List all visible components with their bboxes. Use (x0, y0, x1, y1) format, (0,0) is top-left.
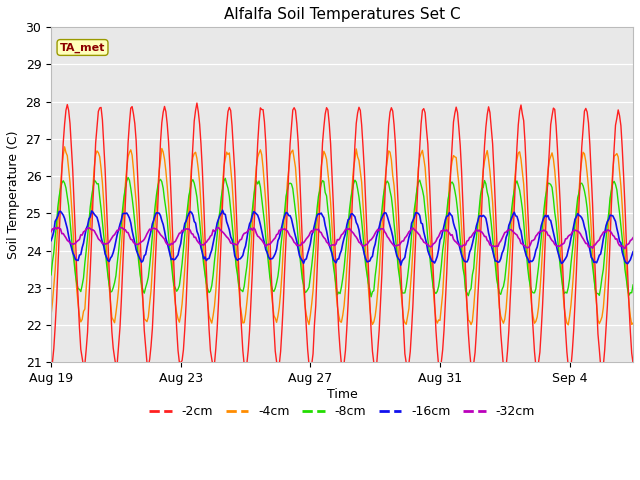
Legend: -2cm, -4cm, -8cm, -16cm, -32cm: -2cm, -4cm, -8cm, -16cm, -32cm (144, 400, 540, 423)
Title: Alfalfa Soil Temperatures Set C: Alfalfa Soil Temperatures Set C (224, 7, 460, 22)
Text: TA_met: TA_met (60, 42, 105, 53)
Y-axis label: Soil Temperature (C): Soil Temperature (C) (7, 131, 20, 259)
X-axis label: Time: Time (326, 388, 358, 401)
